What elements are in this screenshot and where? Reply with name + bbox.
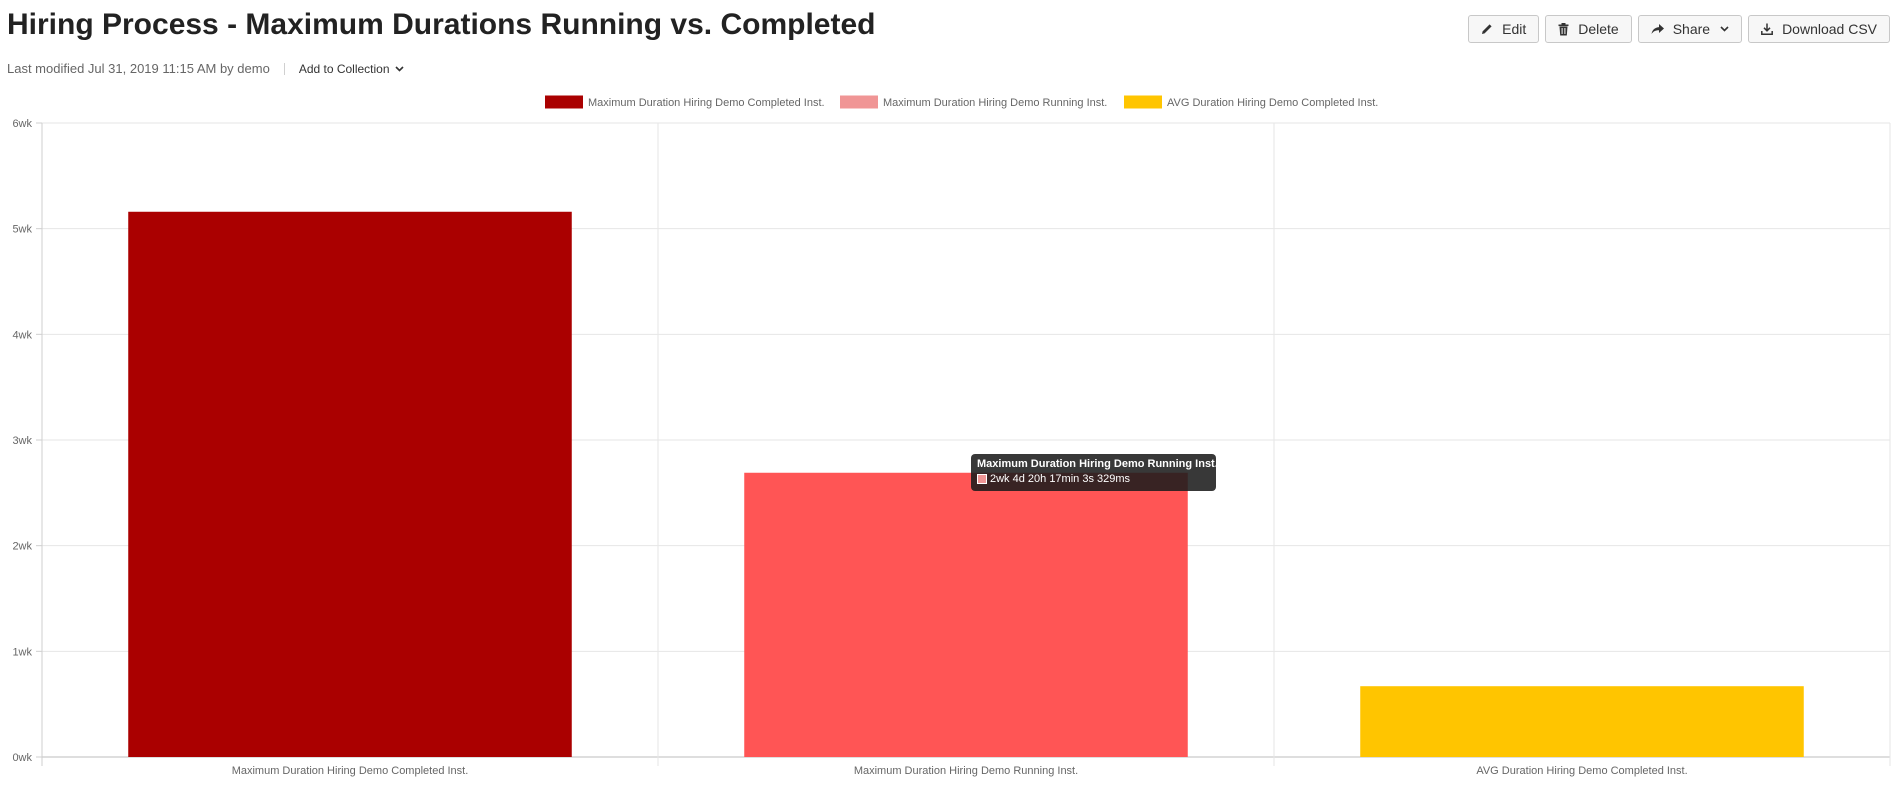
legend-label: AVG Duration Hiring Demo Completed Inst.: [1167, 97, 1378, 109]
toolbar: Edit Delete Share Download CSV: [1468, 15, 1890, 43]
download-icon: [1761, 23, 1774, 35]
add-to-collection-label: Add to Collection: [298, 61, 390, 76]
chevron-down-icon: [1720, 26, 1729, 32]
tooltip-row: 2wk 4d 20h 17min 3s 329ms: [977, 473, 1210, 485]
bar-chart: 0wk 1wk 2wk 3wk 4wk 5wk 6wk Maximum Duration Hi…: [12, 95, 1891, 777]
share-button[interactable]: Share: [1637, 15, 1743, 43]
tooltip-color-swatch: [977, 474, 987, 484]
y-tick-label: 5wk: [12, 224, 32, 236]
x-tick-label: Maximum Duration Hiring Demo Running Ins…: [854, 765, 1078, 777]
y-tick-label: 4wk: [12, 329, 32, 341]
legend-swatch: [1124, 95, 1162, 109]
add-to-collection-dropdown[interactable]: Add to Collection: [299, 62, 404, 76]
delete-button[interactable]: Delete: [1545, 15, 1632, 43]
y-tick-label: 3wk: [12, 435, 32, 447]
edit-button[interactable]: Edit: [1468, 15, 1540, 43]
delete-button-label: Delete: [1578, 21, 1619, 37]
legend-swatch: [545, 95, 583, 109]
download-csv-label: Download CSV: [1782, 21, 1877, 37]
metadata-bar: Last modified Jul 31, 2019 11:15 AM by d…: [7, 61, 404, 76]
edit-button-label: Edit: [1502, 21, 1527, 37]
tooltip-value: 2wk 4d 20h 17min 3s 329ms: [990, 473, 1131, 485]
legend-swatch: [840, 95, 878, 109]
legend-label: Maximum Duration Hiring Demo Completed I…: [588, 97, 825, 109]
x-tick-label: Maximum Duration Hiring Demo Completed I…: [232, 765, 469, 777]
pencil-icon: [1481, 23, 1493, 35]
trash-icon: [1558, 22, 1569, 36]
tooltip-title: Maximum Duration Hiring Demo Running Ins…: [977, 458, 1218, 470]
chart-tooltip: Maximum Duration Hiring Demo Running Ins…: [971, 454, 1218, 491]
legend-label: Maximum Duration Hiring Demo Running Ins…: [883, 97, 1107, 109]
y-tick-label: 2wk: [12, 541, 32, 553]
y-tick-label: 1wk: [12, 646, 32, 658]
chevron-down-icon: [394, 65, 404, 72]
x-tick-label: AVG Duration Hiring Demo Completed Inst.: [1476, 765, 1687, 777]
bar: [1360, 686, 1804, 757]
share-button-label: Share: [1672, 21, 1711, 37]
share-arrow-icon: [1651, 23, 1664, 35]
page-title: Hiring Process - Maximum Durations Runni…: [7, 8, 876, 41]
bar: [744, 472, 1188, 757]
download-csv-button[interactable]: Download CSV: [1748, 15, 1890, 43]
y-tick-label: 0wk: [12, 752, 32, 764]
last-modified-text: Last modified Jul 31, 2019 11:15 AM by d…: [7, 61, 270, 76]
divider: [283, 62, 285, 75]
y-tick-label: 6wk: [12, 118, 32, 130]
bar: [128, 211, 572, 757]
